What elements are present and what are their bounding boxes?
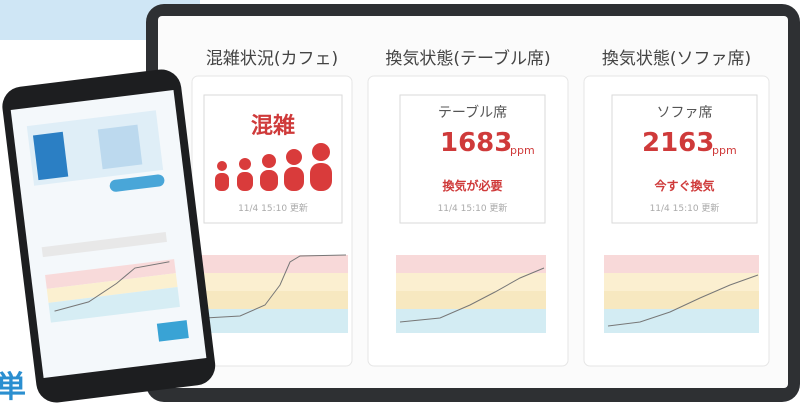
ventilation-status: 換気が必要 (400, 177, 545, 194)
crowd-status: 混雑 (204, 108, 342, 140)
updated-time: 11/4 15:10 更新 (612, 201, 757, 214)
updated-time: 11/4 15:10 更新 (400, 201, 545, 214)
co2-value: 2163 (642, 128, 714, 158)
phone (0, 67, 217, 405)
co2-unit: ppm (510, 144, 535, 157)
card-title: 換気状態(テーブル席) (368, 44, 568, 69)
updated-time: 11/4 15:10 更新 (204, 201, 342, 214)
card-title: 換気状態(ソファ席) (584, 44, 769, 69)
seat-label: テーブル席 (400, 102, 545, 122)
co2-value: 1683 (440, 128, 512, 158)
heading-fragment: 単 (0, 362, 26, 406)
page: {"tablet": {"cards": [ {"title": "混雑状況(カ… (0, 0, 803, 405)
ventilation-status: 今すぐ換気 (612, 177, 757, 194)
mini-charts (200, 255, 759, 333)
co2-unit: ppm (712, 144, 737, 157)
seat-label: ソファ席 (612, 102, 757, 122)
card-title: 混雑状況(カフェ) (192, 44, 352, 69)
